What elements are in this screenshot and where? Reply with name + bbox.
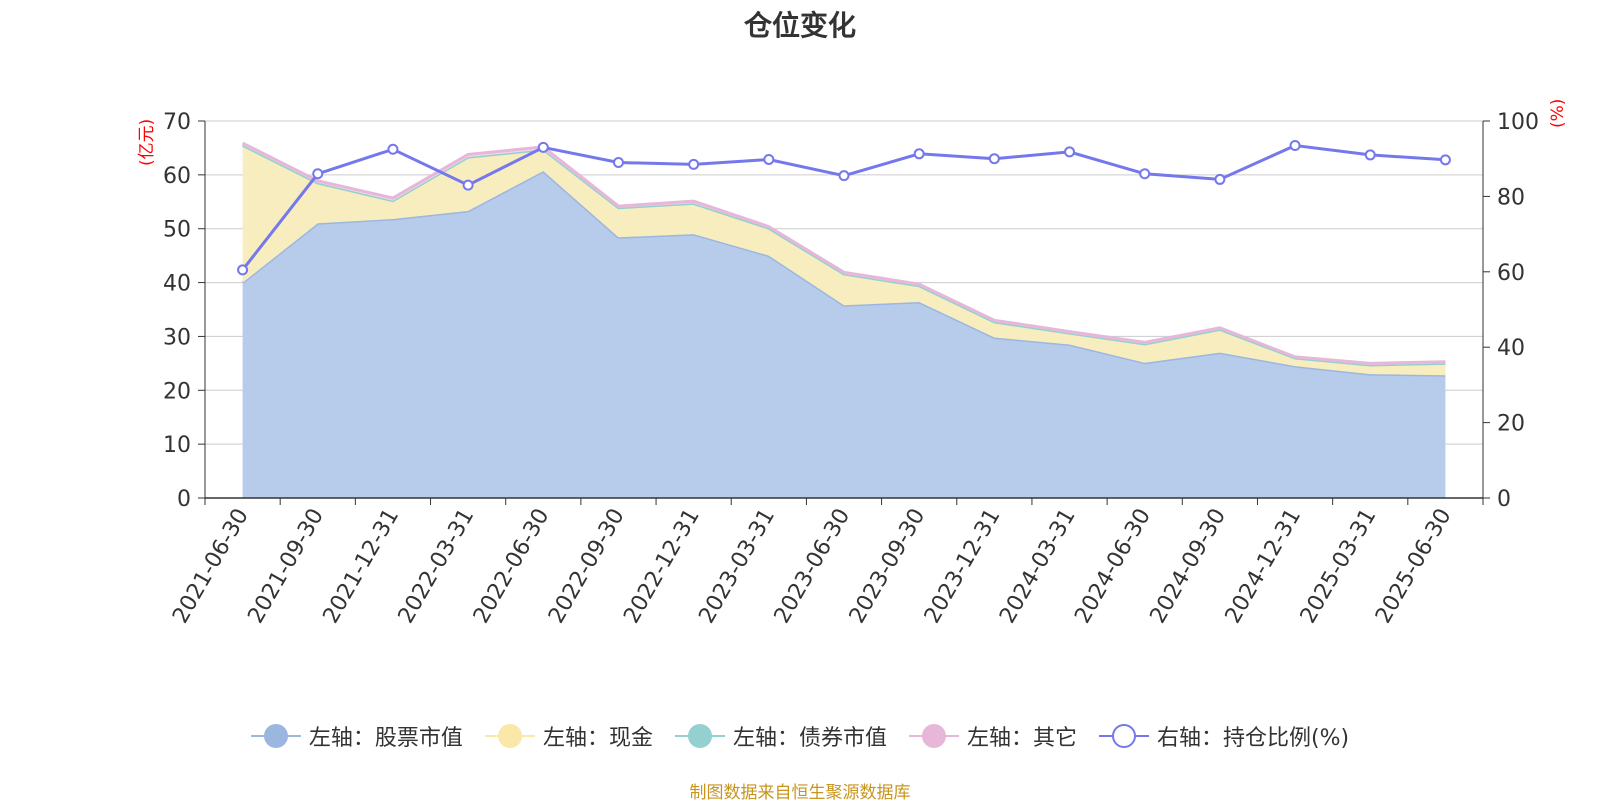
x-tick-label: 2025-03-31 xyxy=(1296,505,1382,628)
ratio-point xyxy=(1064,146,1076,158)
left-tick-label: 60 xyxy=(163,164,191,189)
x-tick-label: 2024-12-31 xyxy=(1221,505,1307,628)
x-tick-label: 2021-06-30 xyxy=(168,505,254,628)
x-tick-label: 2024-06-30 xyxy=(1070,505,1156,628)
legend-label: 左轴：股票市值 xyxy=(308,726,463,751)
x-tick-label: 2023-12-31 xyxy=(920,505,1006,628)
ratio-point xyxy=(387,143,399,155)
ratio-point xyxy=(913,148,925,160)
ratio-point xyxy=(688,158,700,170)
x-tick-label: 2023-09-30 xyxy=(845,505,931,628)
left-tick-label: 20 xyxy=(163,379,191,404)
legend: 左轴：股票市值 左轴：现金 左轴：债券市值 左轴：其它 右轴：持仓比例(%) xyxy=(0,720,1600,752)
ratio-point xyxy=(1364,149,1376,161)
legend-label: 右轴：持仓比例(%) xyxy=(1156,726,1350,751)
right-tick-label: 60 xyxy=(1497,261,1525,286)
x-tick-label: 2021-12-31 xyxy=(319,505,405,628)
legend-label: 左轴：债券市值 xyxy=(732,726,887,751)
ratio-point xyxy=(312,168,324,180)
right-tick-label: 80 xyxy=(1497,185,1525,210)
x-tick-label: 2021-09-30 xyxy=(243,505,329,628)
chart-title: 仓位变化 xyxy=(743,9,856,42)
right-tick-label: 20 xyxy=(1497,412,1525,437)
legend-item[interactable]: 左轴：股票市值 xyxy=(250,720,463,752)
ratio-point xyxy=(1289,140,1301,152)
left-tick-label: 70 xyxy=(163,110,191,135)
ratio-point xyxy=(763,153,775,165)
left-tick-label: 30 xyxy=(163,325,191,350)
legend-item[interactable]: 左轴：债券市值 xyxy=(674,720,887,752)
left-tick-label: 40 xyxy=(163,272,191,297)
ratio-point xyxy=(462,179,474,191)
x-tick-label: 2022-06-30 xyxy=(469,505,555,628)
ratio-point xyxy=(988,153,1000,165)
left-tick-label: 0 xyxy=(177,487,191,512)
x-tick-label: 2023-06-30 xyxy=(770,505,856,628)
legend-item[interactable]: 左轴：现金 xyxy=(484,720,653,752)
stacked-areas xyxy=(241,141,1446,498)
legend-marker-icon xyxy=(674,723,725,749)
x-tick-label: 2024-09-30 xyxy=(1145,505,1231,628)
source-note: 制图数据来自恒生聚源数据库 xyxy=(689,783,911,803)
ratio-point xyxy=(838,170,850,182)
x-tick-label: 2022-12-31 xyxy=(619,505,705,628)
left-tick-label: 50 xyxy=(163,218,191,243)
legend-marker-icon xyxy=(484,723,535,749)
legend-label: 左轴：其它 xyxy=(966,726,1077,751)
ratio-point xyxy=(237,264,249,276)
legend-label: 左轴：现金 xyxy=(542,726,653,751)
legend-marker-icon xyxy=(250,723,301,749)
left-tick-label: 10 xyxy=(163,433,191,458)
ratio-point xyxy=(612,156,624,168)
x-tick-label: 2022-09-30 xyxy=(544,505,630,628)
right-tick-label: 100 xyxy=(1497,110,1539,135)
legend-marker-icon xyxy=(1098,723,1149,749)
legend-marker-icon xyxy=(908,723,959,749)
x-tick-label: 2022-03-31 xyxy=(394,505,480,628)
x-tick-label: 2023-03-31 xyxy=(694,505,780,628)
right-tick-label: 0 xyxy=(1497,487,1511,512)
area-左轴：股票市值 xyxy=(242,171,1446,498)
x-tick-label: 2025-06-30 xyxy=(1371,505,1457,628)
legend-item[interactable]: 右轴：持仓比例(%) xyxy=(1098,720,1350,752)
ratio-point xyxy=(537,141,549,153)
ratio-point xyxy=(1439,154,1451,166)
ratio-point xyxy=(1139,168,1151,180)
ratio-series xyxy=(237,140,1451,276)
x-tick-label: 2024-03-31 xyxy=(995,505,1081,628)
chart-canvas: 0102030405060700204060801002021-06-30202… xyxy=(163,110,1539,628)
line-左轴：其它 xyxy=(241,141,1446,365)
ratio-point xyxy=(1214,173,1226,185)
right-tick-label: 40 xyxy=(1497,336,1525,361)
legend-item[interactable]: 左轴：其它 xyxy=(908,720,1077,752)
